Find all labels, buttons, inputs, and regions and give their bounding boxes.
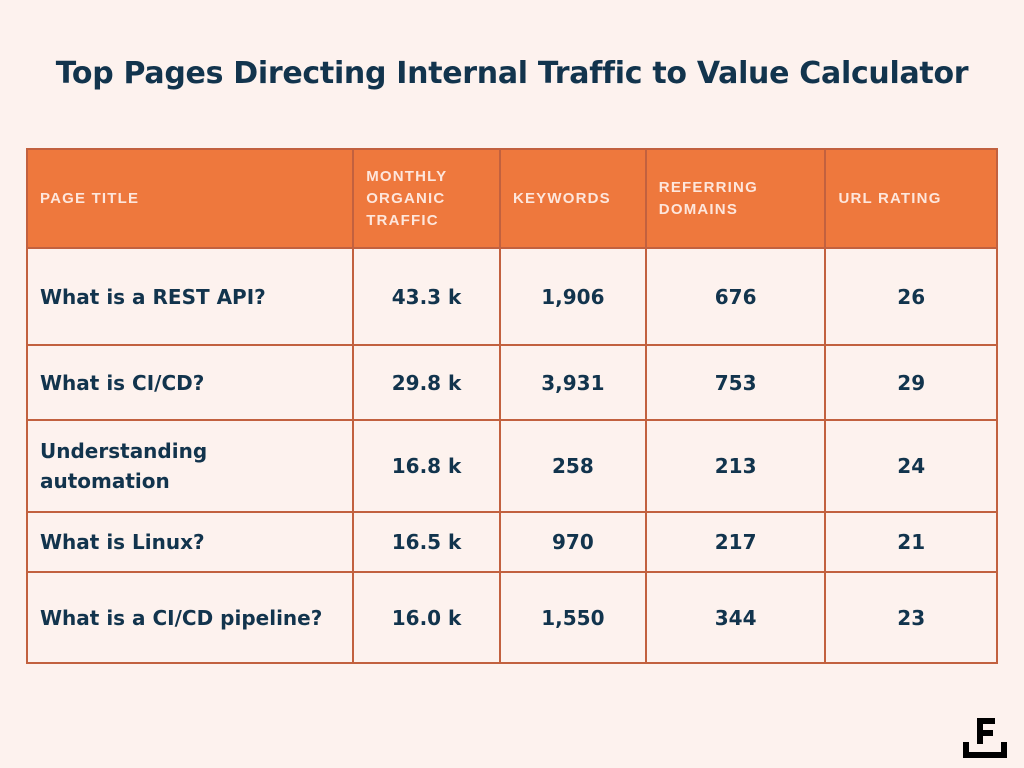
table-row: What is Linux? 16.5 k 970 217 21 [25,511,998,573]
cell-keywords: 970 [498,511,647,573]
table-row: What is a CI/CD pipeline? 16.0 k 1,550 3… [25,571,998,664]
cell-traffic: 16.8 k [352,419,501,513]
cell-url-rating: 26 [824,247,998,346]
cell-page-title: Understanding automation [25,419,355,513]
brand-logo-icon [962,716,1008,760]
table-header-row: PAGE TITLE MONTHLY ORGANIC TRAFFIC KEYWO… [25,148,998,249]
cell-page-title: What is CI/CD? [25,344,355,421]
cell-url-rating: 29 [824,344,998,421]
cell-page-title: What is Linux? [25,511,355,573]
cell-keywords: 258 [498,419,647,513]
cell-url-rating: 23 [824,571,998,664]
data-table: PAGE TITLE MONTHLY ORGANIC TRAFFIC KEYWO… [25,148,998,664]
page-title: Top Pages Directing Internal Traffic to … [55,56,969,91]
table-row: What is CI/CD? 29.8 k 3,931 753 29 [25,344,998,421]
table-row: What is a REST API? 43.3 k 1,906 676 26 [25,247,998,346]
cell-traffic: 16.0 k [352,571,501,664]
header-url-rating: URL RATING [824,148,998,249]
header-keywords: KEYWORDS [498,148,647,249]
cell-keywords: 1,550 [498,571,647,664]
cell-referring-domains: 676 [644,247,827,346]
header-referring-domains: REFERRING DOMAINS [644,148,827,249]
cell-page-title: What is a REST API? [25,247,355,346]
table-row: Understanding automation 16.8 k 258 213 … [25,419,998,513]
cell-traffic: 16.5 k [352,511,501,573]
cell-traffic: 29.8 k [352,344,501,421]
cell-referring-domains: 213 [644,419,827,513]
cell-page-title: What is a CI/CD pipeline? [25,571,355,664]
cell-referring-domains: 344 [644,571,827,664]
cell-keywords: 3,931 [498,344,647,421]
cell-referring-domains: 753 [644,344,827,421]
cell-keywords: 1,906 [498,247,647,346]
cell-referring-domains: 217 [644,511,827,573]
cell-url-rating: 24 [824,419,998,513]
header-page-title: PAGE TITLE [25,148,355,249]
header-monthly-organic-traffic: MONTHLY ORGANIC TRAFFIC [352,148,501,249]
cell-traffic: 43.3 k [352,247,501,346]
cell-url-rating: 21 [824,511,998,573]
